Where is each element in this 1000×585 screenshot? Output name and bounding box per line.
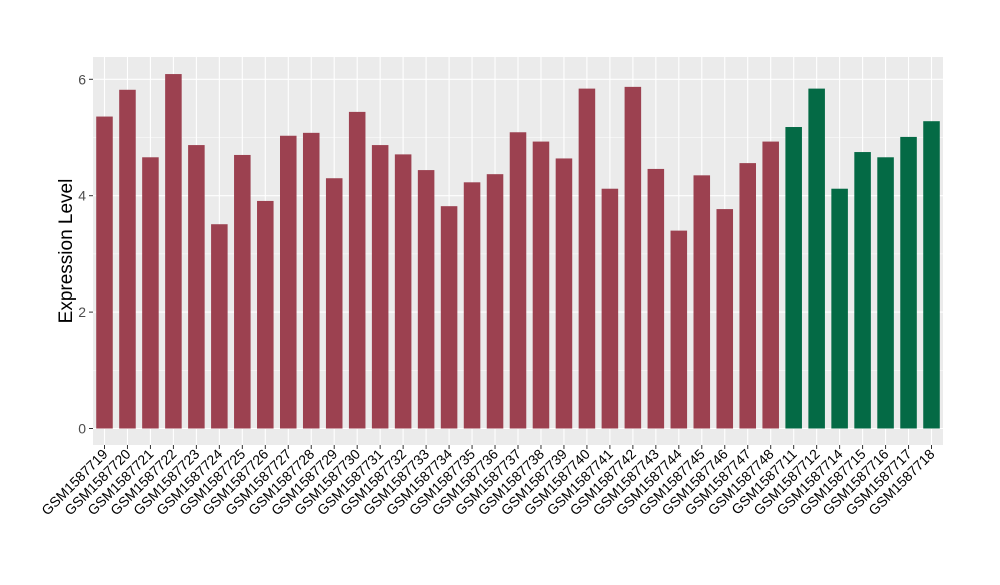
bar-gsm1587728 [302,132,320,429]
bar-gsm1587735 [463,182,481,429]
bar-gsm1587718 [923,121,940,429]
bar-gsm1587722 [165,74,182,429]
bar-gsm1587714 [831,188,848,429]
bar-gsm1587730 [348,111,366,429]
bar-gsm1587733 [417,170,435,429]
bar-gsm1587727 [280,135,297,429]
bars [96,74,940,429]
bar-gsm1587725 [234,154,251,429]
bar-gsm1587743 [647,168,665,429]
bar-gsm1587738 [532,141,550,429]
bar-gsm1587732 [394,154,412,429]
bar-gsm1587745 [693,175,711,429]
bar-gsm1587715 [854,152,871,429]
bar-gsm1587736 [486,174,504,429]
bar-gsm1587746 [716,209,734,429]
bar-gsm1587734 [440,206,458,429]
bar-gsm1587742 [624,86,642,429]
bar-gsm1587719 [96,116,113,429]
bar-gsm1587720 [119,89,136,429]
bar-gsm1587724 [211,224,228,429]
y-tick-label: 0 [78,421,86,437]
bar-gsm1587731 [371,145,389,429]
bar-gsm1587744 [670,230,688,429]
y-tick-label: 4 [78,188,86,204]
bar-gsm1587739 [555,158,573,429]
bar-gsm1587741 [601,188,619,429]
y-axis: 0 2 4 6 [78,71,93,437]
bar-gsm1587747 [739,163,756,429]
bar-gsm1587717 [900,136,917,429]
bar-gsm1587748 [762,141,779,429]
bar-gsm1587729 [325,178,343,429]
bar-gsm1587711 [785,127,802,429]
y-tick-label: 2 [78,304,86,320]
bar-gsm1587737 [509,132,527,429]
y-axis-label: Expression Level [56,179,77,324]
bar-gsm1587712 [808,88,825,429]
bar-gsm1587723 [188,145,205,429]
bar-gsm1587716 [877,157,894,429]
x-axis: GSM1587719GSM1587720GSM1587721GSM1587722… [38,445,938,518]
bar-gsm1587726 [257,200,274,429]
y-tick-label: 6 [78,71,86,87]
bar-gsm1587721 [142,157,159,429]
bar-gsm1587740 [578,88,596,429]
